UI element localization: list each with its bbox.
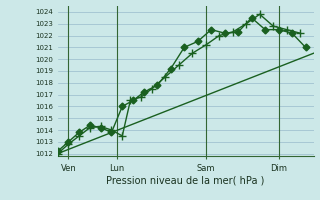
- X-axis label: Pression niveau de la mer( hPa ): Pression niveau de la mer( hPa ): [107, 175, 265, 185]
